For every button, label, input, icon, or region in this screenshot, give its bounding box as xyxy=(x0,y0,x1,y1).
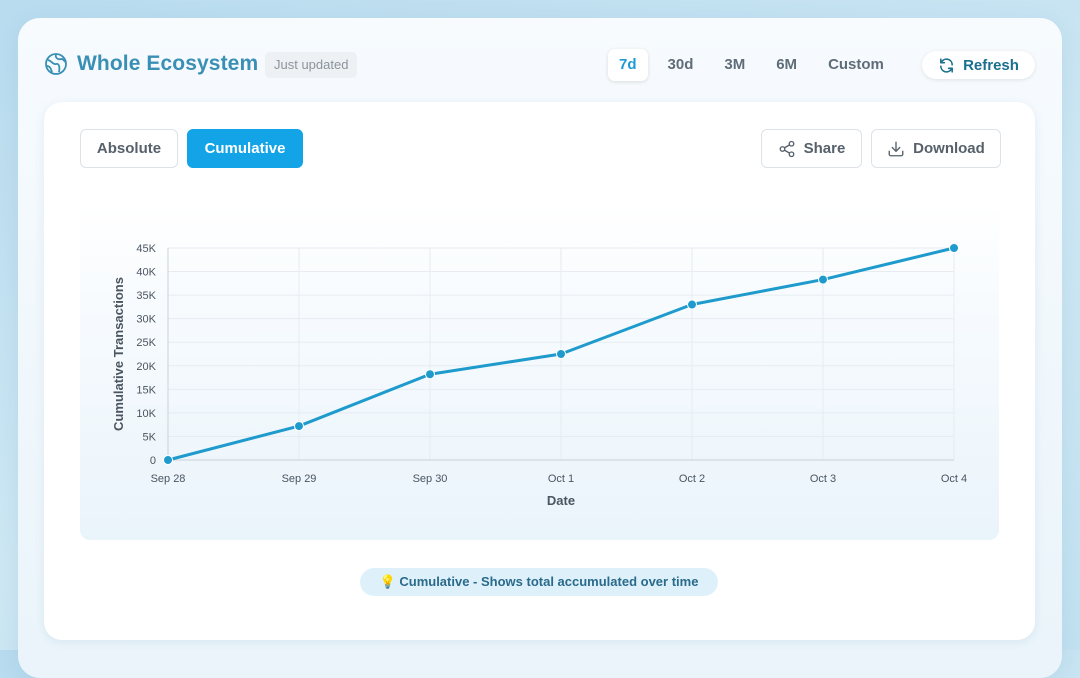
data-point xyxy=(294,421,304,432)
y-tick-label: 15K xyxy=(136,384,156,396)
y-tick-label: 25K xyxy=(136,337,156,349)
share-button[interactable]: Share xyxy=(761,129,862,168)
range-7d[interactable]: 7d xyxy=(608,49,648,81)
y-axis-title: Cumulative Transactions xyxy=(111,277,126,431)
data-point xyxy=(818,274,828,285)
time-range-selector: 7d 30d 3M 6M Custom xyxy=(608,49,904,81)
y-tick-label: 10K xyxy=(136,408,156,420)
chart-area: 0 5K 10K 15K 20K 25K 30K 35K 40K 45K Sep 28 Sep 29 S… xyxy=(80,202,999,540)
cumulative-toggle[interactable]: Cumulative xyxy=(187,129,303,168)
download-button[interactable]: Download xyxy=(871,129,1001,168)
line-chart: 0 5K 10K 15K 20K 25K 30K 35K 40K 45K Sep 28 Sep 29 S… xyxy=(111,243,967,508)
x-tick-label: Sep 28 xyxy=(151,473,186,485)
y-tick-label: 5K xyxy=(143,431,157,443)
x-tick-label: Oct 3 xyxy=(810,473,836,485)
refresh-button[interactable]: Refresh xyxy=(922,51,1035,79)
tip-text: Cumulative - Shows total accumulated ove… xyxy=(399,574,699,589)
range-3m[interactable]: 3M xyxy=(724,56,746,73)
range-6m[interactable]: 6M xyxy=(776,56,798,73)
y-tick-label: 45K xyxy=(136,243,156,255)
header: Whole Ecosystem Just updated 7d 30d 3M 6… xyxy=(18,18,1062,102)
page-title: Whole Ecosystem xyxy=(77,52,259,75)
y-tick-label: 0 xyxy=(150,455,156,467)
download-icon xyxy=(888,141,904,156)
data-point xyxy=(425,369,435,380)
x-tick-label: Oct 2 xyxy=(679,473,705,485)
range-30d[interactable]: 30d xyxy=(667,56,694,73)
share-icon xyxy=(779,140,795,157)
data-point xyxy=(949,243,959,253)
x-tick-label: Oct 1 xyxy=(548,473,574,485)
brand: Whole Ecosystem xyxy=(44,52,258,76)
lightbulb-icon: 💡 xyxy=(379,574,396,589)
y-tick-label: 40K xyxy=(136,267,156,279)
refresh-icon xyxy=(940,57,954,73)
x-tick-label: Sep 29 xyxy=(282,473,317,485)
data-point xyxy=(163,455,173,465)
x-axis-title: Date xyxy=(547,493,575,508)
absolute-toggle[interactable]: Absolute xyxy=(80,129,178,168)
y-tick-label: 35K xyxy=(136,290,156,302)
refresh-label: Refresh xyxy=(963,56,1019,74)
x-tick-label: Sep 30 xyxy=(413,473,448,485)
y-tick-label: 30K xyxy=(136,314,156,326)
x-tick-label: Oct 4 xyxy=(941,473,967,485)
dashboard-panel: Whole Ecosystem Just updated 7d 30d 3M 6… xyxy=(18,18,1062,678)
share-label: Share xyxy=(803,140,846,157)
status-badge: Just updated xyxy=(265,52,358,78)
data-point xyxy=(556,349,566,359)
range-custom[interactable]: Custom xyxy=(828,56,884,73)
download-label: Download xyxy=(913,140,985,157)
data-point xyxy=(687,299,697,310)
ecosystem-globe-icon xyxy=(44,52,68,76)
chart-card: Absolute Cumulative Share Download 0 5K 10… xyxy=(44,102,1035,640)
y-tick-label: 20K xyxy=(136,361,156,373)
chart-tip: 💡 Cumulative - Shows total accumulated o… xyxy=(360,568,718,596)
